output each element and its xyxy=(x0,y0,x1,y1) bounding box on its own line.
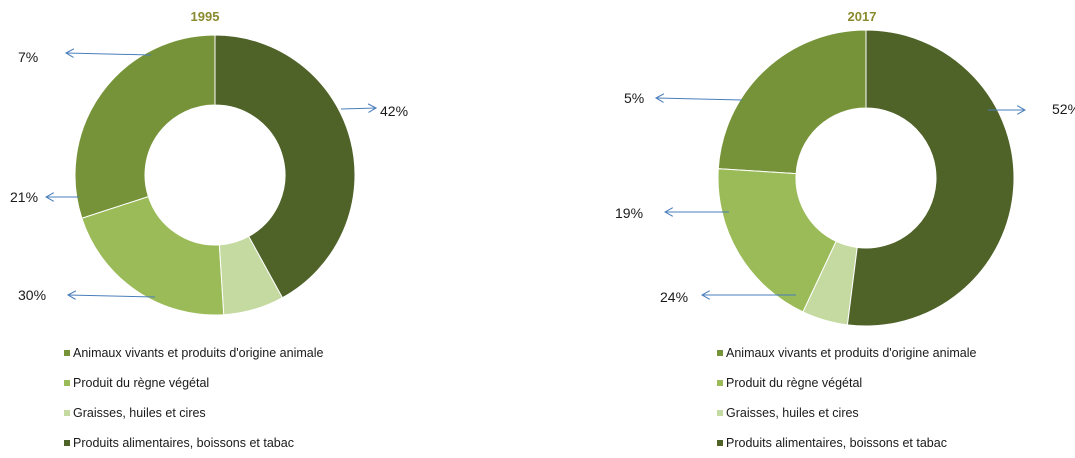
legend-swatch xyxy=(64,440,70,446)
chart-title: 1995 xyxy=(191,9,220,24)
legend-swatch xyxy=(64,350,70,356)
donut-slice xyxy=(717,168,837,313)
legend-1995: Animaux vivants et produits d'origine an… xyxy=(64,338,323,458)
legend-swatch xyxy=(717,410,723,416)
data-label: 5% xyxy=(624,90,644,106)
legend-2017: Animaux vivants et produits d'origine an… xyxy=(717,338,976,458)
data-label: 42% xyxy=(380,103,408,119)
legend-label: Graisses, huiles et cires xyxy=(726,406,859,420)
donut-chart-1995: 1995 30% 21% 7% 42% Animaux vivants et produ… xyxy=(0,0,537,450)
legend-swatch xyxy=(64,380,70,386)
donut-slice xyxy=(81,196,225,316)
donut-slice xyxy=(214,34,356,299)
legend-item: Produit du règne végétal xyxy=(64,368,323,398)
data-label: 7% xyxy=(18,49,38,65)
legend-item: Graisses, huiles et cires xyxy=(64,398,323,428)
legend-swatch xyxy=(717,440,723,446)
legend-swatch xyxy=(717,380,723,386)
label-arrow xyxy=(656,98,743,100)
legend-swatch xyxy=(717,350,723,356)
legend-label: Produits alimentaires, boissons et tabac xyxy=(73,436,294,450)
legend-label: Produit du règne végétal xyxy=(726,376,863,390)
donut-slice xyxy=(846,29,1015,327)
data-label: 24% xyxy=(660,289,688,305)
data-label: 21% xyxy=(10,189,38,205)
legend-label: Produits alimentaires, boissons et tabac xyxy=(726,436,947,450)
legend-item: Produits alimentaires, boissons et tabac xyxy=(64,428,323,458)
label-arrow xyxy=(340,108,376,109)
legend-label: Animaux vivants et produits d'origine an… xyxy=(73,346,324,360)
chart-title: 2017 xyxy=(848,9,877,24)
data-label: 19% xyxy=(615,205,643,221)
legend-label: Animaux vivants et produits d'origine an… xyxy=(726,346,977,360)
legend-label: Produit du règne végétal xyxy=(73,376,210,390)
legend-item: Animaux vivants et produits d'origine an… xyxy=(717,338,976,368)
legend-item: Produits alimentaires, boissons et tabac xyxy=(717,428,976,458)
donut-slice xyxy=(74,34,216,219)
donut-chart-2017: 2017 24% 19% 5% 52% Animaux vivants et produ… xyxy=(537,0,1075,450)
legend-swatch xyxy=(64,410,70,416)
legend-item: Produit du règne végétal xyxy=(717,368,976,398)
data-label: 52% xyxy=(1052,101,1075,117)
donut-slice xyxy=(717,29,867,175)
label-arrow xyxy=(66,53,152,55)
data-label: 30% xyxy=(18,287,46,303)
donut-svg-1995: 1995 30% 21% 7% 42% xyxy=(10,9,408,316)
label-arrow xyxy=(68,295,156,297)
donut-svg-2017: 2017 24% 19% 5% 52% xyxy=(615,9,1075,327)
legend-label: Graisses, huiles et cires xyxy=(73,406,206,420)
legend-item: Animaux vivants et produits d'origine an… xyxy=(64,338,323,368)
legend-item: Graisses, huiles et cires xyxy=(717,398,976,428)
